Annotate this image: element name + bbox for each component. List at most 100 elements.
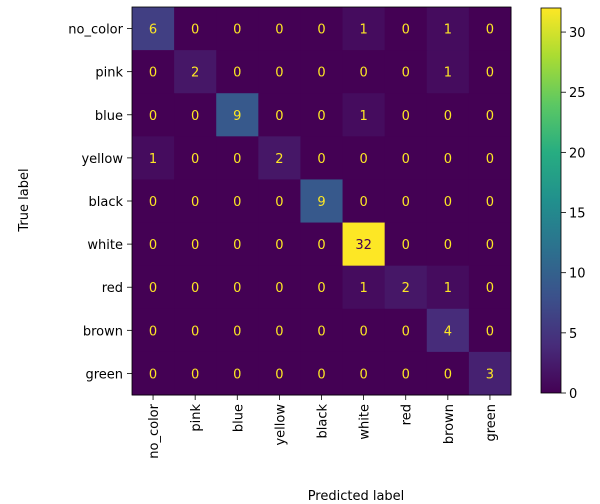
cell-value-label: 0 bbox=[233, 152, 241, 167]
cell-value-label: 0 bbox=[486, 238, 494, 253]
heatmap-cell bbox=[300, 179, 344, 224]
cell-value-label: 0 bbox=[149, 281, 157, 296]
x-tick-label: green bbox=[484, 404, 499, 442]
x-tick-label: yellow bbox=[273, 404, 288, 446]
cell-value-label: 0 bbox=[191, 281, 199, 296]
heatmap-cell bbox=[384, 222, 428, 267]
heatmap-cell bbox=[384, 179, 428, 224]
heatmap-cell bbox=[174, 179, 217, 224]
cell-value-label: 0 bbox=[402, 152, 410, 167]
cell-value-label: 32 bbox=[355, 238, 372, 253]
cell-value-label: 0 bbox=[444, 238, 452, 253]
colorbar bbox=[540, 7, 562, 394]
heatmap-cell bbox=[216, 179, 259, 224]
heatmap-cell bbox=[342, 7, 386, 51]
cell-value-label: 0 bbox=[402, 238, 410, 253]
heatmap-cell bbox=[384, 93, 428, 137]
heatmap-cell bbox=[300, 50, 344, 94]
cell-value-label: 9 bbox=[233, 109, 241, 124]
cell-value-label: 0 bbox=[317, 152, 325, 167]
heatmap-cell bbox=[216, 265, 259, 310]
heatmap-cell bbox=[216, 7, 259, 51]
heatmap-cell bbox=[300, 136, 344, 180]
heatmap-cell bbox=[258, 50, 301, 94]
colorbar-tick-label: 10 bbox=[569, 267, 586, 282]
cell-value-label: 0 bbox=[402, 324, 410, 339]
x-tick-label: brown bbox=[442, 404, 457, 444]
cell-value-label: 0 bbox=[359, 367, 367, 382]
heatmap-cell bbox=[426, 179, 470, 224]
heatmap-cell bbox=[132, 7, 175, 51]
y-tick-label: yellow bbox=[81, 152, 123, 167]
heatmap-cell bbox=[426, 222, 470, 267]
heatmap-cell bbox=[300, 222, 344, 267]
cell-value-label: 0 bbox=[402, 195, 410, 210]
cell-value-label: 0 bbox=[359, 324, 367, 339]
cell-value-label: 0 bbox=[486, 152, 494, 167]
cell-value-label: 0 bbox=[275, 109, 283, 124]
heatmap-cell bbox=[468, 308, 512, 353]
cell-value-label: 1 bbox=[444, 281, 452, 296]
cell-value-label: 1 bbox=[359, 281, 367, 296]
y-tick-label: blue bbox=[95, 109, 123, 124]
cell-value-label: 0 bbox=[317, 281, 325, 296]
heatmap-cell bbox=[300, 93, 344, 137]
heatmap-cell bbox=[174, 7, 217, 51]
cell-value-label: 0 bbox=[317, 238, 325, 253]
heatmap-cell bbox=[468, 136, 512, 180]
heatmap-cell bbox=[258, 222, 301, 267]
cell-value-label: 0 bbox=[275, 367, 283, 382]
cell-value-label: 0 bbox=[233, 367, 241, 382]
cell-value-label: 0 bbox=[444, 195, 452, 210]
heatmap-cell bbox=[384, 7, 428, 51]
cell-value-label: 0 bbox=[402, 23, 410, 38]
heatmap-cell bbox=[426, 351, 470, 396]
heatmap-cell bbox=[174, 93, 217, 137]
y-tick-label: green bbox=[85, 367, 123, 382]
heatmap-cell bbox=[426, 7, 470, 51]
heatmap-cell bbox=[426, 136, 470, 180]
heatmap-cell bbox=[216, 222, 259, 267]
heatmap-cell bbox=[426, 265, 470, 310]
heatmap-cell bbox=[426, 308, 470, 353]
heatmap-cell bbox=[384, 50, 428, 94]
cell-value-label: 0 bbox=[275, 238, 283, 253]
heatmap-cell bbox=[132, 351, 175, 396]
colorbar-tick-label: 20 bbox=[569, 146, 586, 161]
cell-value-label: 0 bbox=[191, 23, 199, 38]
heatmap-cell bbox=[342, 265, 386, 310]
heatmap-cell bbox=[342, 93, 386, 137]
x-tick-label: blue bbox=[231, 404, 246, 432]
heatmap-cell bbox=[342, 222, 386, 267]
cell-value-label: 0 bbox=[191, 195, 199, 210]
heatmap-cell bbox=[258, 351, 301, 396]
heatmap-cell bbox=[132, 50, 175, 94]
heatmap-cell bbox=[300, 7, 344, 51]
heatmap-cell bbox=[468, 179, 512, 224]
cell-value-label: 0 bbox=[486, 66, 494, 81]
heatmap-cell bbox=[132, 179, 175, 224]
heatmap-cell bbox=[216, 93, 259, 137]
cell-value-label: 0 bbox=[402, 66, 410, 81]
cell-value-label: 0 bbox=[233, 238, 241, 253]
cell-value-label: 0 bbox=[317, 109, 325, 124]
cell-value-label: 0 bbox=[275, 281, 283, 296]
x-tick-labels: no_color pink blue yellow black white red brown… bbox=[147, 395, 499, 459]
cell-value-label: 0 bbox=[191, 152, 199, 167]
heatmap-cell bbox=[468, 265, 512, 310]
y-tick-label: pink bbox=[95, 66, 123, 81]
heatmap-cell bbox=[174, 351, 217, 396]
heatmap-cell bbox=[132, 93, 175, 137]
x-tick-label: no_color bbox=[147, 403, 162, 458]
colorbar-tick-label: 25 bbox=[569, 86, 586, 101]
cell-value-label: 0 bbox=[149, 238, 157, 253]
y-tick-label: red bbox=[102, 281, 123, 296]
cell-value-label: 1 bbox=[359, 109, 367, 124]
cell-value-label: 0 bbox=[486, 23, 494, 38]
heatmap-cell bbox=[384, 136, 428, 180]
cell-value-labels: 6 0 0 0 0 1 0 1 0 0 2 0 0 0 0 0 1 0 0 0 9 0 0 1 0 0 0 1 0 0 2 0 0 0 0 0 0 0 0 0… bbox=[149, 23, 494, 383]
cell-value-label: 0 bbox=[486, 109, 494, 124]
heatmap-cell bbox=[384, 308, 428, 353]
cell-value-label: 0 bbox=[486, 195, 494, 210]
